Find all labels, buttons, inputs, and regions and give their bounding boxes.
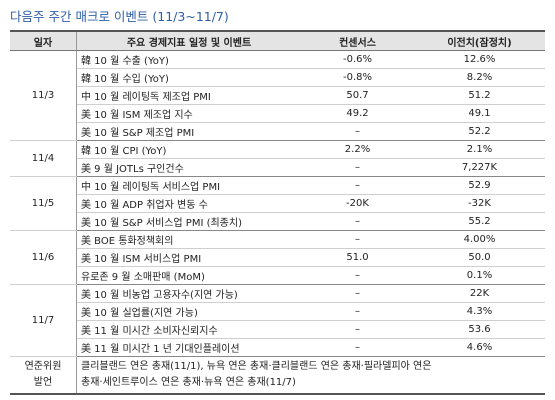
footer-text-line: 총재·세인트루이스 연은 총재·뉴욕 연은 총재(11/7) xyxy=(81,377,296,388)
table-row: 美 10 월 ISM 서비스업 PMI 51.0 50.0 xyxy=(10,248,545,267)
footer-text: 클리블랜드 연은 총재(11/1), 뉴욕 연은 총재·클리블랜드 연은 총재·… xyxy=(76,356,545,395)
table-row: 美 10 월 실업률(지연 가능) –4.3% xyxy=(10,302,545,321)
header-cell: 주요 경제지표 일정 및 이벤트 xyxy=(76,30,301,51)
table-row: 11/5 中 10 월 레이팅독 서비스업 PMI –52.9 xyxy=(10,176,545,231)
consensus-cell: – xyxy=(301,122,414,141)
previous-cell: 8.2% xyxy=(414,68,545,87)
event-cell: 中 10 월 레이팅독 제조업 PMI xyxy=(76,86,301,105)
header-cell: 이전치(잠정치) xyxy=(414,30,545,51)
event-cell: 美 11 월 미시간 1 년 기대인플레이션 xyxy=(76,338,301,357)
table-row: 美 11 월 미시간 소비자신뢰지수 –53.6 xyxy=(10,320,545,339)
header-row: 일자 주요 경제지표 일정 및 이벤트 컨센서스 이전치(잠정치) xyxy=(10,30,545,51)
previous-cell: 0.1% xyxy=(414,266,545,285)
header-cell: 일자 xyxy=(10,30,77,51)
table-row: 11/3 韓 10 월 수출 (YoY) -0.6% 12.6% xyxy=(10,50,545,141)
previous-cell: 49.1 xyxy=(414,104,545,123)
previous-cell: -32K xyxy=(414,194,545,213)
consensus-cell: – xyxy=(301,320,414,339)
event-cell: 韓 10 월 수출 (YoY) xyxy=(76,50,301,69)
title: 다음주 주간 매크로 이벤트 (11/3~11/7) xyxy=(10,9,229,24)
event-cell: 美 10 월 비농업 고용자수(지연 가능) xyxy=(76,284,301,303)
table-row: 美 11 월 미시간 1 년 기대인플레이션 –4.6% xyxy=(10,338,545,357)
event-cell: 韓 10 월 CPI (YoY) xyxy=(76,140,301,159)
previous-cell: 2.1% xyxy=(414,140,545,159)
consensus-cell: 50.7 xyxy=(301,86,414,105)
table-body: 11/3 韓 10 월 수출 (YoY) -0.6% 12.6% 韓 10 월 수입 (… xyxy=(10,50,545,395)
consensus-cell: – xyxy=(301,266,414,285)
event-cell: 美 9 월 JOTLs 구인건수 xyxy=(76,158,301,177)
event-cell: 美 10 월 실업률(지연 가능) xyxy=(76,302,301,321)
previous-cell: 4.3% xyxy=(414,302,545,321)
consensus-cell: – xyxy=(301,230,414,249)
table-row: 美 9 월 JOTLs 구인건수 –7,227K xyxy=(10,158,545,177)
table-row: 유로존 9 월 소매판매 (MoM) –0.1% xyxy=(10,266,545,285)
event-cell: 美 10 월 ADP 취업자 변동 수 xyxy=(76,194,301,213)
consensus-cell: – xyxy=(301,212,414,231)
date-cell: 11/6 xyxy=(10,230,77,285)
consensus-cell: 2.2% xyxy=(301,140,414,159)
date-cell: 11/5 xyxy=(10,176,77,231)
event-cell: 美 10 월 ISM 제조업 지수 xyxy=(76,104,301,123)
date-cell: 11/3 xyxy=(10,50,77,141)
event-cell: 美 10 월 S&P 제조업 PMI xyxy=(76,122,301,141)
consensus-cell: 49.2 xyxy=(301,104,414,123)
event-cell: 美 10 월 S&P 서비스업 PMI (최종치) xyxy=(76,212,301,231)
event-cell: 유로존 9 월 소매판매 (MoM) xyxy=(76,266,301,285)
previous-cell: 4.00% xyxy=(414,230,545,249)
consensus-cell: – xyxy=(301,284,414,303)
event-cell: 美 11 월 미시간 소비자신뢰지수 xyxy=(76,320,301,339)
previous-cell: 4.6% xyxy=(414,338,545,357)
consensus-cell: 51.0 xyxy=(301,248,414,267)
table-row: 美 10 월 S&P 서비스업 PMI (최종치) –55.2 xyxy=(10,212,545,231)
event-cell: 美 10 월 ISM 서비스업 PMI xyxy=(76,248,301,267)
previous-cell: 12.6% xyxy=(414,50,545,69)
table-row: 11/6 美 BOE 통화정책회의 –4.00% xyxy=(10,230,545,285)
table-row: 韓 10 월 수입 (YoY) -0.8% 8.2% xyxy=(10,68,545,87)
table-row: 11/4 韓 10 월 CPI (YoY) 2.2% 2.1% xyxy=(10,140,545,177)
footer-text-line: 클리블랜드 연은 총재(11/1), 뉴욕 연은 총재·클리블랜드 연은 총재·… xyxy=(81,361,432,372)
previous-cell: 55.2 xyxy=(414,212,545,231)
event-cell: 美 BOE 통화정책회의 xyxy=(76,230,301,249)
consensus-cell: – xyxy=(301,176,414,195)
consensus-cell: -20K xyxy=(301,194,414,213)
event-cell: 中 10 월 레이팅독 서비스업 PMI xyxy=(76,176,301,195)
date-cell: 11/4 xyxy=(10,140,77,177)
table-row: 11/7 美 10 월 비농업 고용자수(지연 가능) –22K xyxy=(10,284,545,357)
header-cell: 컨센서스 xyxy=(301,30,414,51)
previous-cell: 7,227K xyxy=(414,158,545,177)
footer-label-line: 연준위원 xyxy=(24,361,62,372)
previous-cell: 53.6 xyxy=(414,320,545,339)
consensus-cell: -0.6% xyxy=(301,50,414,69)
table-row: 美 10 월 ISM 제조업 지수 49.2 49.1 xyxy=(10,104,545,123)
footer-label-line: 발언 xyxy=(33,377,53,388)
consensus-cell: – xyxy=(301,158,414,177)
previous-cell: 52.2 xyxy=(414,122,545,141)
previous-cell: 52.9 xyxy=(414,176,545,195)
date-cell: 11/7 xyxy=(10,284,77,357)
consensus-cell: – xyxy=(301,338,414,357)
event-table: 일자 주요 경제지표 일정 및 이벤트 컨센서스 이전치(잠정치) 11/3 韓 10 … xyxy=(10,30,545,395)
previous-cell: 51.2 xyxy=(414,86,545,105)
table-row: 中 10 월 레이팅독 제조업 PMI 50.7 51.2 xyxy=(10,86,545,105)
previous-cell: 50.0 xyxy=(414,248,545,267)
consensus-cell: – xyxy=(301,302,414,321)
consensus-cell: -0.8% xyxy=(301,68,414,87)
table-header: 일자 주요 경제지표 일정 및 이벤트 컨센서스 이전치(잠정치) xyxy=(10,30,545,51)
table-row: 美 10 월 S&P 제조업 PMI –52.2 xyxy=(10,122,545,141)
table-row: 美 10 월 ADP 취업자 변동 수 -20K -32K xyxy=(10,194,545,213)
event-cell: 韓 10 월 수입 (YoY) xyxy=(76,68,301,87)
previous-cell: 22K xyxy=(414,284,545,303)
